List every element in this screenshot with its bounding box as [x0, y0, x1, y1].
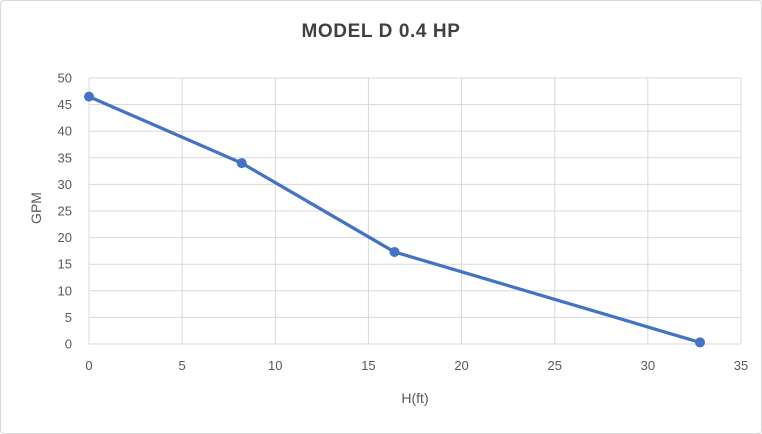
y-axis-title: GPM: [28, 192, 44, 224]
data-series-line: [87, 94, 702, 345]
x-tick-label: 15: [361, 358, 375, 373]
data-point-marker: [695, 337, 706, 348]
y-tick-label: 15: [58, 257, 72, 272]
y-tick-label: 10: [58, 283, 72, 298]
x-tick-label: 10: [268, 358, 282, 373]
y-tick-label: 30: [58, 177, 72, 192]
data-point-marker: [84, 91, 94, 102]
x-tick-label: 5: [179, 358, 186, 373]
data-point-marker: [236, 158, 247, 169]
x-tick-label: 30: [641, 358, 655, 373]
x-axis-title: H(ft): [401, 390, 429, 406]
y-tick-label: 0: [65, 337, 72, 352]
y-tick-label: 5: [65, 310, 72, 325]
x-tick-label: 25: [547, 358, 561, 373]
y-tick-label: 20: [58, 230, 72, 245]
y-tick-label: 50: [58, 71, 72, 86]
y-tick-label: 40: [58, 124, 72, 139]
y-tick-label: 35: [58, 150, 72, 165]
x-tick-label: 0: [85, 358, 92, 373]
x-tick-label: 35: [734, 358, 748, 373]
data-point-marker: [389, 246, 400, 257]
chart-title: MODEL D 0.4 HP: [301, 21, 461, 42]
y-tick-label: 25: [58, 204, 72, 219]
x-tick-label: 20: [454, 358, 468, 373]
y-tick-label: 45: [58, 97, 72, 112]
